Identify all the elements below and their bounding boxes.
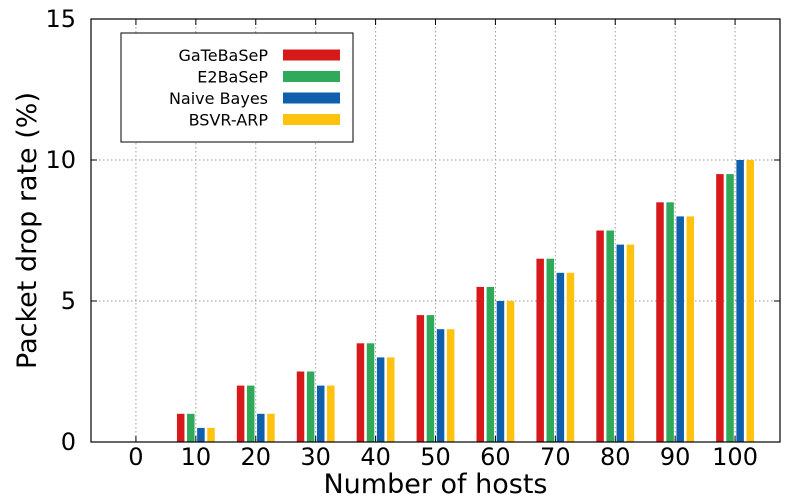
bar-e2basep	[726, 174, 734, 442]
bar-gatebasep	[476, 286, 485, 442]
bar-gatebasep	[416, 315, 425, 442]
x-tick-label: 30	[300, 443, 331, 471]
bar-e2basep	[246, 385, 255, 442]
x-tick-label: 70	[540, 443, 571, 471]
bar-e2basep	[606, 230, 614, 442]
bar-e2basep	[546, 258, 555, 442]
bar-naive-bayes	[616, 244, 625, 442]
bar-naive-bayes	[376, 357, 385, 442]
bar-gatebasep	[296, 371, 305, 442]
bars	[176, 160, 754, 442]
y-tick-label: 0	[61, 428, 76, 456]
y-tick-label: 5	[61, 287, 76, 315]
bar-naive-bayes	[676, 216, 684, 442]
bar-bsvr-arp	[446, 329, 455, 442]
grid-lines	[91, 19, 780, 442]
bar-naive-bayes	[197, 427, 205, 442]
bar-bsvr-arp	[686, 216, 695, 442]
bar-bsvr-arp	[207, 427, 215, 442]
bar-e2basep	[306, 371, 315, 442]
bar-naive-bayes	[556, 272, 565, 442]
bar-naive-bayes	[496, 301, 505, 442]
x-tick-labels: 0 10 20 30 40 50 60 70 80 90 100	[128, 19, 758, 471]
bar-e2basep	[366, 343, 375, 442]
bar-bsvr-arp	[267, 413, 275, 442]
x-tick-label: 0	[128, 443, 143, 471]
bar-naive-bayes	[316, 385, 325, 442]
legend-swatch	[283, 92, 340, 104]
bar-gatebasep	[356, 343, 365, 442]
y-tick-label: 10	[45, 146, 76, 174]
bar-gatebasep	[176, 413, 185, 442]
legend-swatch	[283, 71, 340, 82]
legend: GaTeBaSeP E2BaSeP Naive Bayes BSVR-ARP	[120, 32, 354, 143]
x-tick-label: 10	[181, 443, 212, 471]
bar-gatebasep	[536, 258, 544, 442]
x-tick-label: 80	[600, 443, 631, 471]
x-tick-label: 50	[420, 443, 451, 471]
legend-swatch	[283, 49, 340, 61]
x-tick-label: 100	[712, 443, 758, 471]
legend-label: E2BaSeP	[197, 68, 268, 87]
bar-e2basep	[486, 286, 495, 442]
y-tick-label: 15	[45, 5, 76, 33]
bar-gatebasep	[236, 385, 245, 442]
bar-bsvr-arp	[626, 244, 635, 442]
bar-e2basep	[426, 315, 435, 442]
x-tick-label: 90	[660, 443, 691, 471]
bar-gatebasep	[656, 202, 664, 442]
x-axis-title: Number of hosts	[323, 469, 547, 500]
x-tick-label: 40	[360, 443, 391, 471]
bar-naive-bayes	[736, 160, 744, 442]
y-tick-labels: 0 5 10 15	[45, 5, 780, 456]
bar-bsvr-arp	[506, 301, 515, 442]
legend-label: BSVR-ARP	[189, 111, 269, 130]
bar-naive-bayes	[257, 413, 265, 442]
x-tick-label: 60	[480, 443, 511, 471]
bar-gatebasep	[596, 230, 604, 442]
bar-bsvr-arp	[746, 160, 754, 442]
bar-naive-bayes	[436, 329, 445, 442]
legend-label: GaTeBaSeP	[178, 46, 268, 65]
bar-gatebasep	[716, 174, 724, 442]
bar-bsvr-arp	[566, 272, 575, 442]
legend-swatch	[283, 114, 340, 125]
bar-e2basep	[187, 413, 195, 442]
x-tick-label: 20	[240, 443, 271, 471]
y-axis-title: Packet drop rate (%)	[12, 92, 43, 369]
bar-bsvr-arp	[327, 385, 335, 442]
legend-label: Naive Bayes	[169, 89, 268, 108]
bar-e2basep	[666, 202, 674, 442]
bar-bsvr-arp	[386, 357, 395, 442]
